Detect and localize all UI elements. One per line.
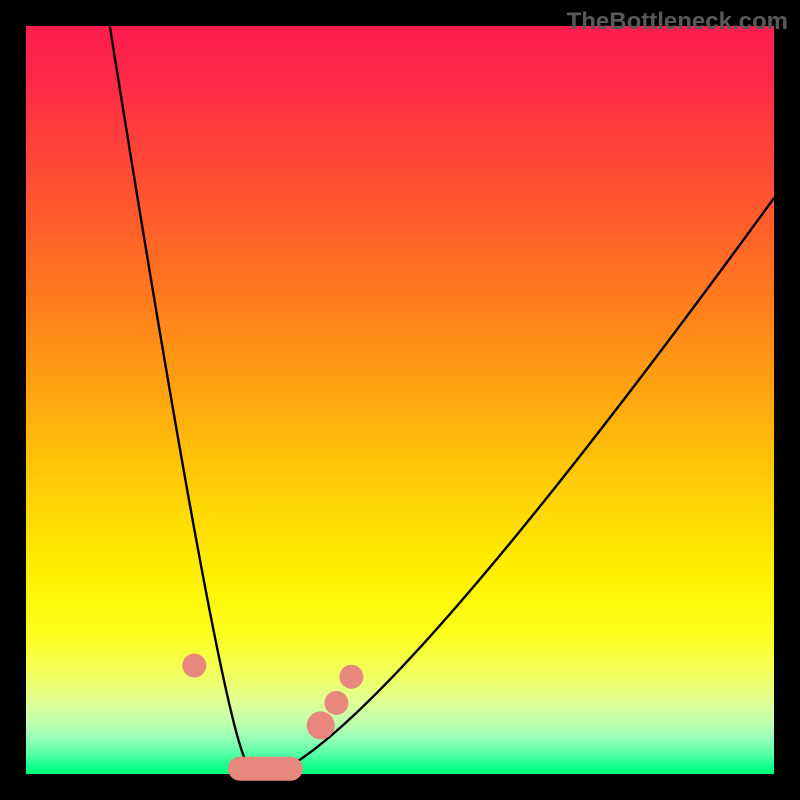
marker-right-dot bbox=[324, 691, 348, 715]
plot-background bbox=[26, 26, 774, 774]
marker-left-dot bbox=[182, 654, 206, 678]
chart-frame: TheBottleneck.com bbox=[0, 0, 800, 800]
bottleneck-chart bbox=[0, 0, 800, 800]
marker-right-dot bbox=[339, 665, 363, 689]
marker-right-dot bbox=[307, 711, 335, 739]
watermark-text: TheBottleneck.com bbox=[567, 8, 788, 36]
marker-bottom-bar bbox=[228, 757, 303, 781]
